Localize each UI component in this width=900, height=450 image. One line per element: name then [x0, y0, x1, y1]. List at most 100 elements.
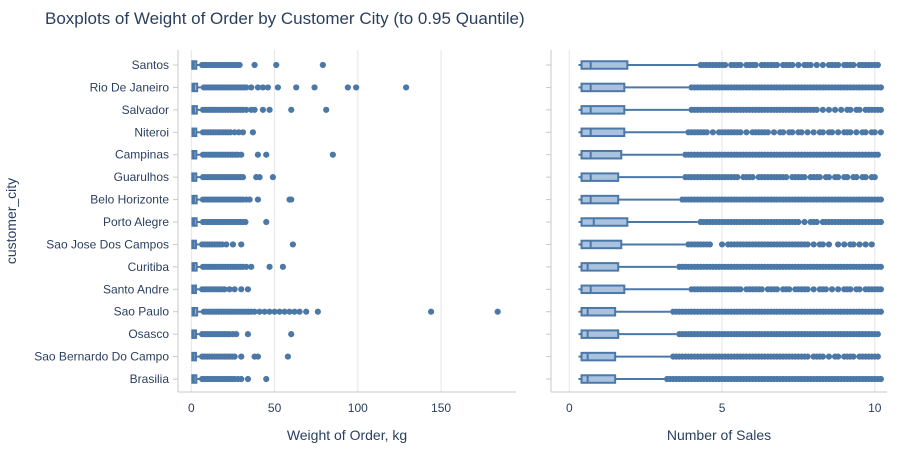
- outlier-point: [291, 308, 298, 315]
- outlier-point: [804, 241, 811, 248]
- y-tick-label: Rio De Janeiro: [90, 80, 170, 94]
- box-iqr: [580, 172, 620, 182]
- outlier-point: [795, 61, 802, 69]
- outlier-point: [242, 218, 249, 226]
- outlier-point: [319, 61, 326, 69]
- outlier-point: [279, 263, 286, 270]
- y-tick-label: Salvador: [122, 103, 169, 117]
- outlier-point: [813, 61, 820, 69]
- outlier-point: [749, 174, 756, 181]
- outlier-point: [856, 106, 863, 113]
- box-row-rio-de-janeiro: [173, 82, 410, 93]
- box-iqr: [580, 329, 620, 339]
- outlier-point: [494, 308, 501, 315]
- outlier-point: [795, 218, 802, 226]
- outlier-point: [353, 84, 360, 91]
- outlier-point: [828, 129, 836, 136]
- outlier-point: [286, 308, 293, 315]
- outlier-point: [254, 151, 262, 158]
- outlier-point: [323, 106, 330, 113]
- outlier-point: [825, 174, 833, 181]
- outlier-point: [244, 375, 252, 383]
- outlier-point: [256, 174, 263, 181]
- outlier-point: [281, 308, 288, 315]
- outlier-point: [274, 84, 282, 91]
- outlier-point: [256, 308, 263, 315]
- outlier-point: [798, 129, 805, 136]
- outlier-point: [344, 84, 351, 91]
- box-row-salvador: [546, 105, 884, 115]
- outlier-point: [807, 61, 814, 69]
- outlier-point: [773, 286, 781, 293]
- outlier-point: [868, 241, 875, 248]
- outlier-point: [303, 308, 310, 315]
- outlier-point: [862, 174, 869, 181]
- outlier-point: [810, 129, 817, 136]
- outlier-point: [835, 129, 842, 136]
- outlier-point: [427, 308, 435, 315]
- outlier-point: [263, 375, 270, 383]
- y-tick-label: Sao Jose Dos Campos: [46, 237, 169, 251]
- outlier-point: [264, 84, 272, 91]
- outlier-point: [231, 353, 238, 360]
- box-iqr: [580, 306, 617, 317]
- outlier-point: [223, 241, 230, 248]
- outlier-point: [877, 84, 884, 91]
- y-tick-label: Santo Andre: [103, 282, 169, 296]
- outlier-point: [871, 129, 878, 136]
- box-row-santos: [173, 60, 326, 70]
- outlier-point: [853, 174, 860, 181]
- outlier-point: [288, 106, 295, 113]
- outlier-point: [835, 286, 842, 293]
- box-iqr: [580, 284, 626, 295]
- outlier-point: [737, 129, 744, 136]
- outlier-point: [251, 106, 258, 113]
- outlier-point: [314, 308, 321, 315]
- outlier-point: [819, 129, 826, 136]
- outlier-point: [403, 84, 410, 91]
- outlier-point: [862, 129, 869, 136]
- outlier-point: [263, 151, 270, 158]
- outlier-point: [810, 286, 817, 293]
- outlier-point: [804, 353, 811, 360]
- outlier-point: [709, 129, 716, 136]
- box-iqr: [580, 149, 623, 160]
- outlier-point: [259, 84, 267, 91]
- box-iqr: [580, 239, 623, 250]
- box-row-guarulhos: [173, 172, 277, 182]
- outlier-point: [877, 106, 884, 113]
- y-tick-label: Sao Bernardo Do Campo: [34, 350, 169, 364]
- box-iqr: [580, 194, 620, 205]
- outlier-point: [737, 61, 744, 69]
- outlier-point: [269, 174, 277, 181]
- y-tick-label: Santos: [132, 58, 169, 72]
- outlier-point: [244, 331, 252, 338]
- outlier-point: [706, 241, 713, 248]
- box-row-osasco: [173, 329, 295, 339]
- outlier-point: [831, 106, 839, 113]
- outlier-point: [877, 196, 884, 203]
- box-row-belo-horizonte: [546, 194, 884, 205]
- outlier-point: [819, 61, 826, 69]
- box-row-porto-alegre: [173, 217, 270, 227]
- outlier-point: [847, 286, 854, 293]
- y-tick-label: Osasco: [128, 327, 169, 341]
- outlier-point: [816, 174, 823, 181]
- outlier-point: [259, 106, 267, 113]
- outlier-point: [238, 241, 245, 248]
- box-iqr: [580, 217, 629, 227]
- outlier-point: [238, 151, 245, 158]
- box-row-sao-paulo: [546, 306, 884, 317]
- outlier-point: [254, 84, 262, 91]
- outlier-point: [874, 61, 881, 69]
- box-row-santos: [546, 60, 881, 70]
- outlier-point: [236, 61, 243, 69]
- outlier-point: [847, 129, 854, 136]
- outlier-point: [835, 353, 842, 360]
- outlier-point: [871, 174, 878, 181]
- outlier-point: [850, 61, 857, 69]
- outlier-point: [248, 263, 255, 270]
- outlier-point: [293, 84, 300, 91]
- outlier-point: [789, 61, 796, 69]
